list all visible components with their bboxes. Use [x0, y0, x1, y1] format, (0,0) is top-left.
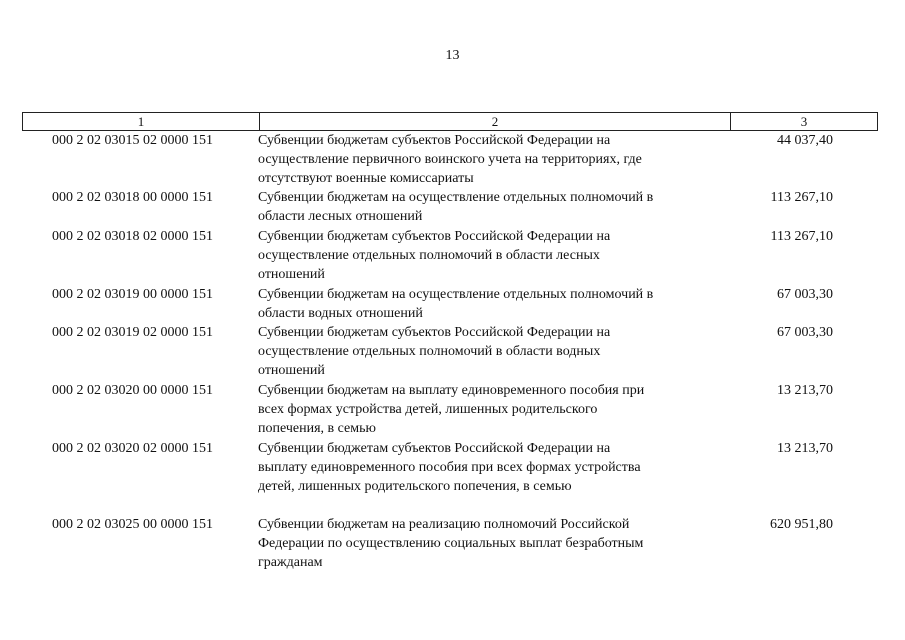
amount: 44 037,40 — [777, 133, 833, 148]
amount: 113 267,10 — [770, 229, 833, 244]
amount: 13 213,70 — [777, 383, 833, 398]
budget-code: 000 2 02 03018 00 0000 151 — [52, 190, 213, 205]
budget-code: 000 2 02 03020 02 0000 151 — [52, 441, 213, 456]
description-line: осуществление отдельных полномочий в обл… — [258, 344, 601, 359]
description: Субвенции бюджетам субъектов Российской … — [258, 323, 610, 380]
description-line: гражданам — [258, 555, 323, 570]
budget-code: 000 2 02 03015 02 0000 151 — [52, 133, 213, 148]
description: Субвенции бюджетам на осуществление отде… — [258, 285, 653, 323]
description-line: Субвенции бюджетам на осуществление отде… — [258, 190, 654, 205]
budget-code: 000 2 02 03020 00 0000 151 — [52, 383, 213, 398]
amount: 67 003,30 — [777, 287, 833, 302]
description: Субвенции бюджетам на выплату единовреме… — [258, 381, 644, 438]
description: Субвенции бюджетам субъектов Российской … — [258, 439, 641, 496]
description-line: Федерации по осуществлению социальных вы… — [258, 536, 644, 551]
budget-code: 000 2 02 03018 02 0000 151 — [52, 229, 213, 244]
description-line: Субвенции бюджетам субъектов Российской … — [258, 229, 611, 244]
description: Субвенции бюджетам на реализацию полномо… — [258, 515, 643, 572]
amount: 67 003,30 — [777, 325, 833, 340]
table-header: 1 2 3 — [22, 112, 878, 131]
amount: 113 267,10 — [770, 190, 833, 205]
description-line: попечения, в семью — [258, 421, 376, 436]
budget-code: 000 2 02 03019 00 0000 151 — [52, 287, 213, 302]
description-line: выплату единовременного пособия при всех… — [258, 460, 641, 475]
header-col-1: 1 — [23, 113, 260, 130]
description-line: отношений — [258, 267, 325, 282]
page-number: 13 — [445, 48, 460, 63]
budget-code: 000 2 02 03025 00 0000 151 — [52, 517, 213, 532]
description-line: Субвенции бюджетам на выплату единовреме… — [258, 383, 645, 398]
description-line: Субвенции бюджетам субъектов Российской … — [258, 441, 611, 456]
header-col-3: 3 — [800, 114, 808, 129]
description-line: Субвенции бюджетам субъектов Российской … — [258, 133, 611, 148]
description-line: Субвенции бюджетам субъектов Российской … — [258, 325, 611, 340]
description-line: Субвенции бюджетам на осуществление отде… — [258, 287, 654, 302]
amount: 620 951,80 — [770, 517, 833, 532]
description-line: отношений — [258, 363, 325, 378]
description-line: области лесных отношений — [258, 209, 423, 224]
description: Субвенции бюджетам субъектов Российской … — [258, 131, 642, 188]
description: Субвенции бюджетам субъектов Российской … — [258, 227, 610, 284]
description-line: осуществление отдельных полномочий в обл… — [258, 248, 600, 263]
description-line: области водных отношений — [258, 306, 423, 321]
amount: 13 213,70 — [777, 441, 833, 456]
description-line: всех формах устройства детей, лишенных р… — [258, 402, 598, 417]
description-line: детей, лишенных родительского попечения,… — [258, 479, 572, 494]
description-line: отсутствуют военные комиссариаты — [258, 171, 474, 186]
description-line: осуществление первичного воинского учета… — [258, 152, 642, 167]
description: Субвенции бюджетам на осуществление отде… — [258, 188, 653, 226]
budget-code: 000 2 02 03019 02 0000 151 — [52, 325, 213, 340]
header-col-2: 2 — [260, 113, 731, 130]
description-line: Субвенции бюджетам на реализацию полномо… — [258, 517, 630, 532]
